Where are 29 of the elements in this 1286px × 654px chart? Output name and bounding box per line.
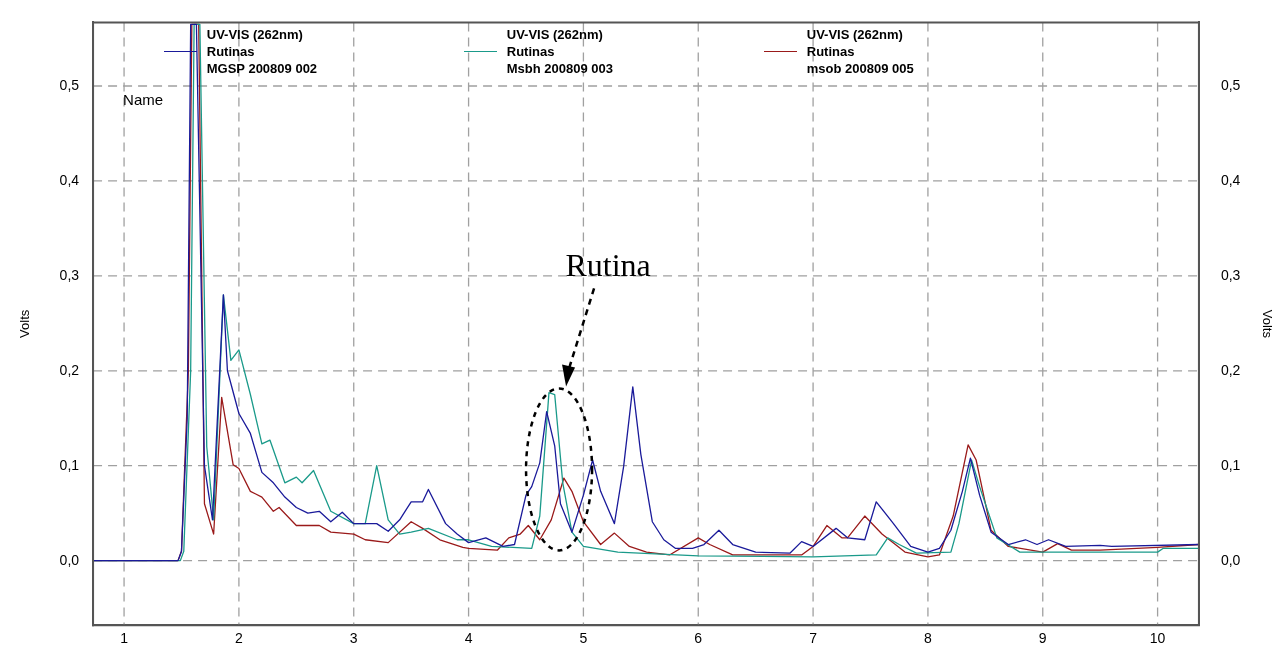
y2-tick-label: 0,3 (1220, 266, 1241, 283)
annotation: Rutina (565, 247, 651, 284)
y-tick-label: 0,2 (59, 361, 80, 378)
x-tick-label: 6 (694, 630, 703, 647)
y2-axis-title: Volts (1259, 309, 1275, 339)
y-axis-title: Volts (17, 309, 33, 338)
y-tick-label: 0,1 (59, 456, 80, 473)
y2-tick-label: 0,5 (1220, 76, 1241, 93)
x-tick-label: 2 (235, 630, 244, 647)
x-tick-label: 7 (809, 630, 818, 647)
x-tick-label: 8 (924, 630, 933, 647)
y2-tick-label: 0,1 (1220, 456, 1241, 473)
x-tick-label: 4 (464, 630, 473, 647)
legend-label: UV-VIS (262nm) Rutinas MGSP 200809 002 (206, 26, 318, 78)
y2-tick-label: 0,4 (1220, 171, 1241, 188)
legend-label: UV-VIS (262nm) Rutinas msob 200809 005 (806, 26, 914, 78)
y-tick-label: 0,3 (59, 266, 80, 283)
x-tick-label: 1 (120, 630, 129, 647)
y2-tick-label: 0,2 (1220, 361, 1241, 378)
annotation: Name (123, 90, 164, 108)
legend-label: UV-VIS (262nm) Rutinas Msbh 200809 003 (506, 26, 613, 78)
x-tick-label: 5 (579, 630, 588, 647)
y-tick-label: 0,4 (59, 171, 80, 188)
x-tick-label: 9 (1038, 630, 1047, 647)
x-tick-label: 10 (1149, 630, 1166, 647)
y-tick-label: 0,5 (59, 76, 80, 93)
y-tick-label: 0,0 (59, 551, 80, 568)
x-tick-label: 3 (349, 630, 358, 647)
y2-tick-label: 0,0 (1220, 551, 1241, 568)
